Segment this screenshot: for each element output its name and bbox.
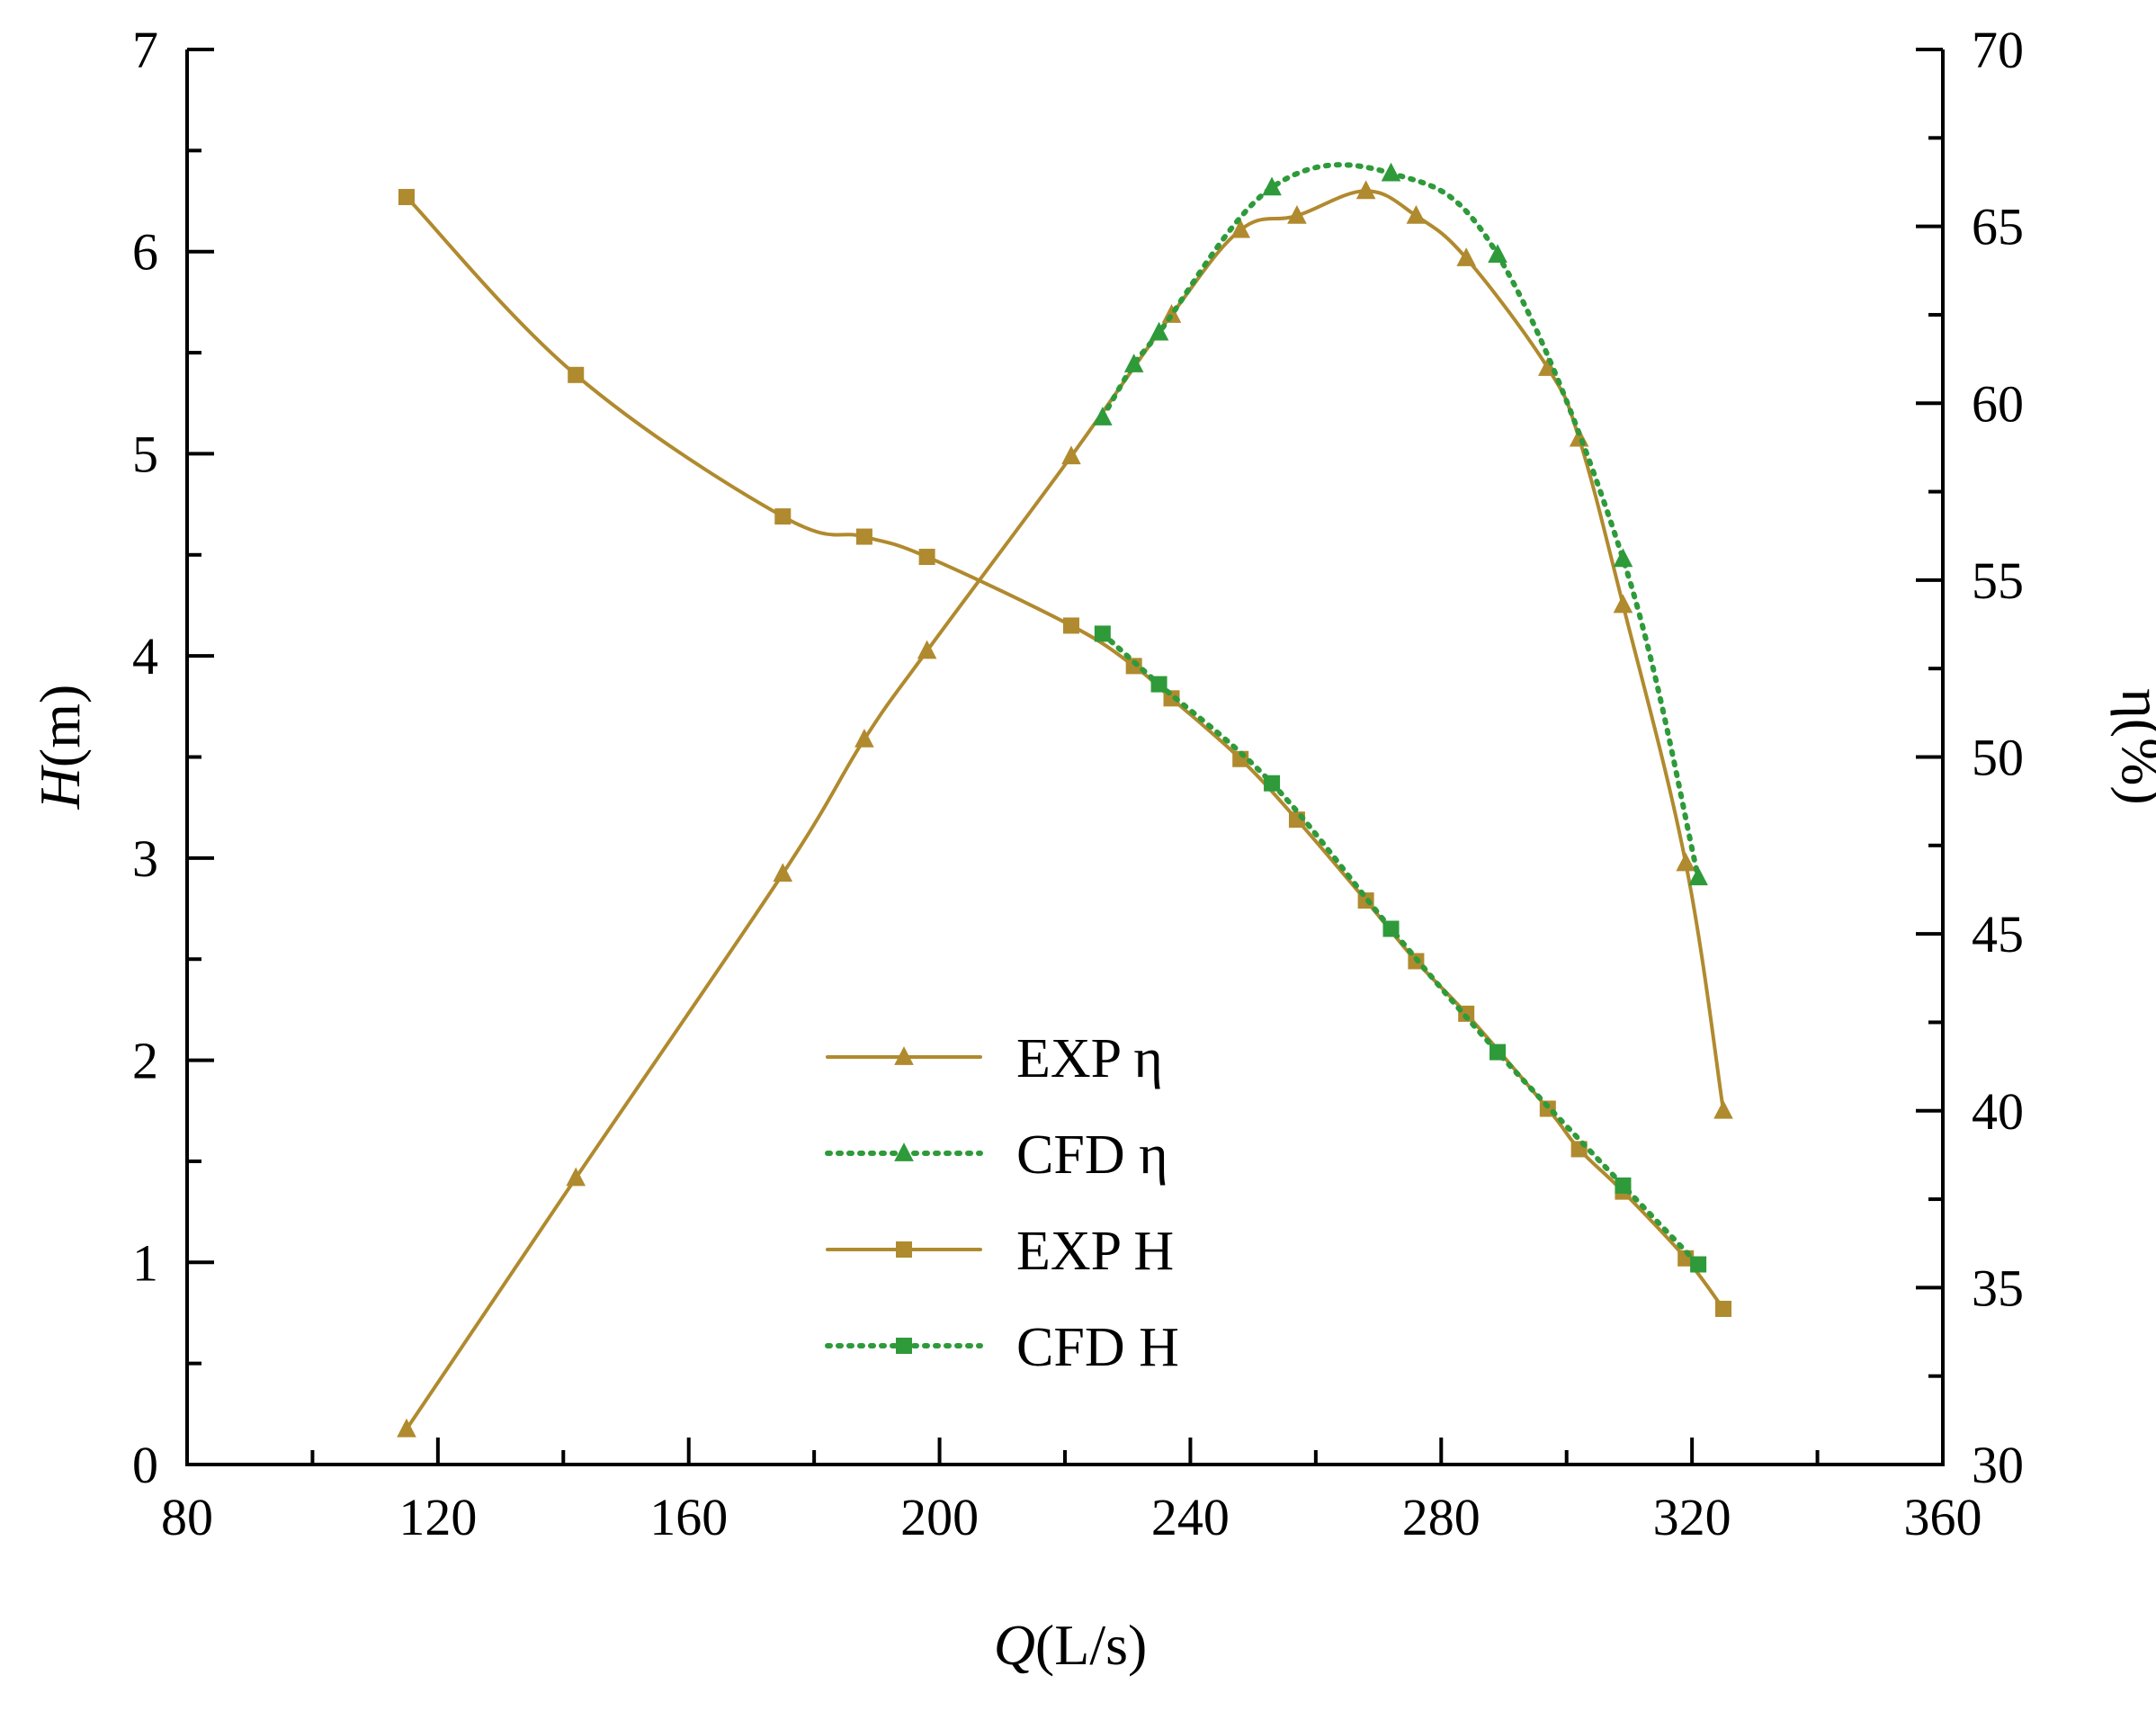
series-line-exp-eta (405, 189, 1725, 1431)
y-left-tick-label: 3 (132, 829, 158, 888)
data-point-cfd-h (1382, 920, 1400, 937)
x-tick-label: 160 (649, 1488, 728, 1546)
series-exp-h (398, 189, 1731, 1317)
x-tick-label: 200 (900, 1488, 979, 1546)
data-point-exp-eta (1230, 219, 1250, 238)
y-right-tick-label: 30 (1972, 1436, 2024, 1494)
x-tick-label: 280 (1402, 1488, 1481, 1546)
data-point-cfd-eta (1123, 354, 1144, 372)
y-right-tick-label: 50 (1972, 729, 2024, 787)
y-right-tick-label: 65 (1972, 198, 2024, 256)
x-axis-title: Q(L/s) (994, 1613, 1148, 1677)
y-left-tick-label: 1 (132, 1233, 158, 1292)
data-point-exp-eta (1676, 852, 1695, 872)
legend-label-cfd-h: CFD H (1016, 1317, 1179, 1378)
data-point-exp-eta (1613, 594, 1633, 614)
y-left-axis-title: H(m) (28, 685, 92, 811)
data-point-cfd-h (1490, 1044, 1507, 1061)
legend-marker-cfd-h (896, 1338, 912, 1354)
legend-label-exp-eta: EXP η (1016, 1028, 1163, 1089)
axis-ticks (185, 48, 1945, 1466)
x-tick-label: 240 (1151, 1488, 1230, 1546)
y-left-tick-label: 2 (132, 1032, 158, 1090)
x-tick-label: 360 (1904, 1488, 1982, 1546)
y-right-tick-label: 45 (1972, 905, 2024, 963)
series-cfd-eta (1093, 162, 1708, 886)
data-point-exp-eta (1406, 204, 1427, 224)
data-point-cfd-eta (1381, 162, 1401, 182)
y-left-tick-label: 4 (132, 627, 158, 685)
data-point-exp-eta (397, 1418, 416, 1438)
x-tick-label: 80 (161, 1488, 213, 1546)
data-point-exp-eta (566, 1167, 586, 1187)
y-right-tick-label: 55 (1972, 551, 2024, 610)
data-point-exp-h (1715, 1300, 1731, 1317)
data-point-cfd-eta (1149, 321, 1169, 341)
data-point-cfd-h (1690, 1256, 1707, 1273)
data-point-exp-h (855, 528, 872, 545)
data-point-cfd-h (1150, 676, 1167, 693)
data-point-cfd-eta (1488, 244, 1507, 263)
data-point-exp-eta (854, 728, 874, 748)
series-cfd-h (1094, 625, 1707, 1273)
data-point-exp-h (1062, 617, 1079, 634)
data-point-exp-h (774, 508, 792, 525)
legend-label-cfd-eta: CFD η (1016, 1124, 1168, 1186)
legend-marker-exp-h (896, 1241, 912, 1258)
data-point-cfd-eta (1613, 548, 1633, 568)
y-left-tick-label: 7 (132, 21, 158, 79)
data-point-cfd-eta (1093, 407, 1113, 426)
data-point-exp-eta (1355, 180, 1376, 200)
data-point-cfd-h (1094, 625, 1111, 642)
x-tick-label: 320 (1653, 1488, 1731, 1546)
y-right-axis-title: η(%) (2110, 688, 2156, 804)
legend-marker-exp-eta (894, 1046, 914, 1065)
data-point-exp-eta (1287, 204, 1307, 224)
y-right-tick-label: 70 (1972, 21, 2024, 79)
data-point-cfd-eta (1688, 866, 1708, 886)
series-line-cfd-eta (1099, 162, 1702, 881)
y-left-tick-label: 6 (132, 223, 158, 282)
data-point-exp-eta (1456, 247, 1476, 266)
tick-labels: 80 120 160 200 240 280 320 36001234567303540455… (132, 21, 2024, 1546)
data-point-cfd-h (1615, 1177, 1632, 1194)
y-right-tick-label: 40 (1972, 1082, 2024, 1141)
data-point-exp-eta (1061, 445, 1081, 465)
data-point-cfd-eta (1262, 176, 1282, 196)
data-point-cfd-h (1264, 775, 1281, 792)
legend-label-exp-h: EXP H (1016, 1221, 1174, 1282)
legend-marker-cfd-eta (894, 1142, 914, 1161)
data-point-exp-h (398, 189, 415, 206)
data-point-exp-h (918, 549, 935, 566)
series-line-cfd-h (1099, 631, 1702, 1268)
data-point-exp-eta (773, 863, 793, 882)
x-tick-label: 120 (398, 1488, 477, 1546)
legend: EXP η CFD η EXP H CFD H (825, 1028, 1179, 1378)
data-point-exp-eta (917, 640, 937, 659)
data-point-exp-eta (1713, 1099, 1733, 1119)
y-right-tick-label: 60 (1972, 374, 2024, 433)
y-right-tick-label: 35 (1972, 1259, 2024, 1317)
y-left-tick-label: 5 (132, 425, 158, 483)
y-left-tick-label: 0 (132, 1436, 158, 1494)
data-point-exp-h (568, 366, 585, 383)
series-layer (397, 162, 1733, 1438)
